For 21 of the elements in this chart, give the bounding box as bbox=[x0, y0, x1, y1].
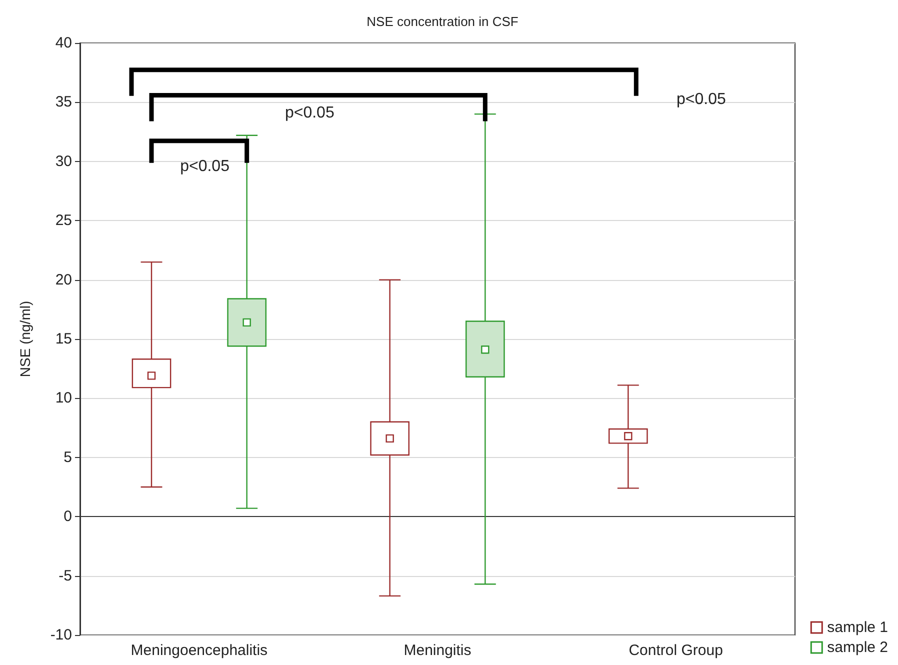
chart-title: NSE concentration in CSF bbox=[366, 14, 518, 29]
y-axis-title: NSE (ng/ml) bbox=[17, 300, 33, 378]
y-tick-label: 20 bbox=[55, 271, 72, 288]
annotation: p<0.05 bbox=[676, 90, 726, 108]
y-tick-label: 5 bbox=[64, 448, 72, 466]
annotation: p<0.05 bbox=[284, 104, 334, 122]
legend-label: sample 1 bbox=[827, 619, 888, 636]
y-tick-label: 10 bbox=[55, 390, 72, 407]
y-tick-label: 30 bbox=[55, 152, 72, 170]
annotation: p<0.05 bbox=[180, 158, 230, 175]
y-tick-label: 15 bbox=[55, 330, 72, 348]
x-tick-label: Meningoencephalitis bbox=[130, 642, 268, 659]
y-tick-label: 25 bbox=[55, 212, 72, 230]
y-tick-label: -10 bbox=[50, 626, 72, 644]
x-tick-label: Meningitis bbox=[404, 642, 472, 659]
x-tick-label: Control Group bbox=[628, 642, 723, 659]
y-tick-label: 35 bbox=[55, 94, 72, 111]
y-tick-label: -5 bbox=[58, 567, 72, 584]
y-tick-label: 0 bbox=[64, 508, 72, 526]
legend-label: sample 2 bbox=[827, 639, 888, 656]
y-tick-label: 40 bbox=[55, 34, 72, 52]
